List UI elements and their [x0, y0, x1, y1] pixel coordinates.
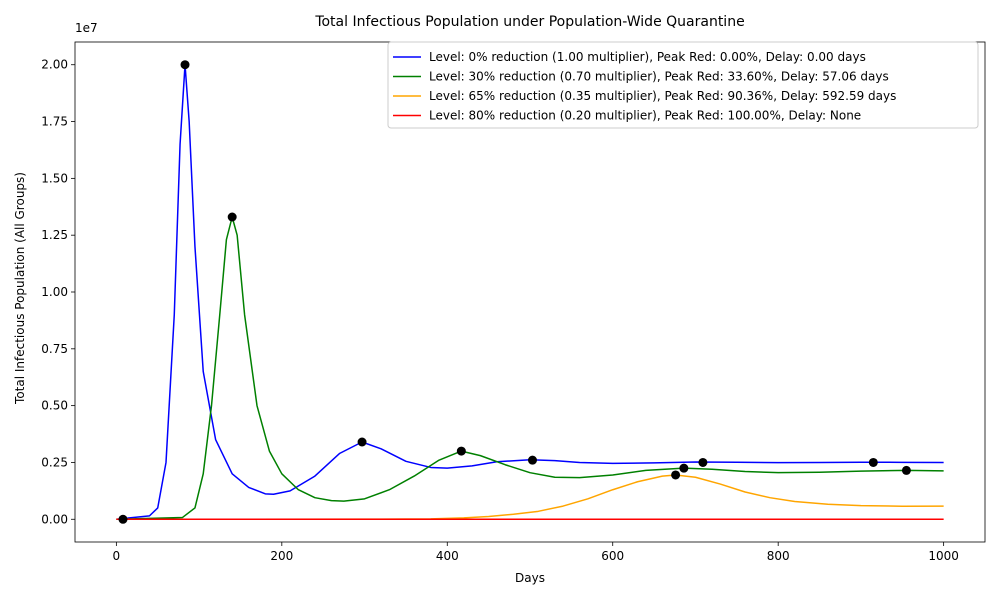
peak-marker: [868, 457, 878, 467]
peak-marker: [698, 457, 708, 467]
chart-title: Total Infectious Population under Popula…: [314, 14, 744, 30]
peak-marker: [901, 465, 911, 475]
x-tick-label: 800: [767, 549, 790, 563]
y-tick-label: 0.50: [41, 399, 68, 413]
y-tick-label: 0.00: [41, 512, 68, 526]
plot-area: 0 200 400 600 800 1000 0.00 0.25 0.50 0.75 1.00 1.2…: [41, 41, 986, 563]
peak-marker: [180, 60, 190, 70]
legend-label: Level: 30% reduction (0.70 multiplier), …: [429, 70, 889, 84]
x-tick-label: 1000: [928, 549, 959, 563]
legend: Level: 0% reduction (1.00 multiplier), P…: [387, 41, 979, 129]
series-line: [116, 216, 944, 521]
series-line: [116, 474, 944, 521]
y-tick-label: 1.50: [41, 171, 68, 185]
peak-marker: [527, 455, 537, 465]
peak-marker: [456, 446, 466, 456]
y-offset-text: 1e7: [75, 21, 98, 35]
x-tick-label: 200: [270, 549, 293, 563]
peak-marker: [227, 212, 237, 222]
y-tick-label: 1.25: [41, 228, 68, 242]
legend-label: Level: 80% reduction (0.20 multiplier), …: [429, 109, 861, 123]
y-tick-label: 1.75: [41, 115, 68, 129]
peak-marker: [357, 437, 367, 447]
y-tick-label: 1.00: [41, 285, 68, 299]
x-tick-label: 400: [436, 549, 459, 563]
peak-marker: [679, 463, 689, 473]
series-group: [116, 60, 944, 524]
x-tick-label: 0: [113, 549, 121, 563]
y-tick-label: 0.75: [41, 342, 68, 356]
legend-box: [387, 41, 979, 129]
x-axis-label: Days: [515, 571, 545, 585]
y-tick-label: 0.25: [41, 455, 68, 469]
peak-marker: [671, 470, 681, 480]
legend-label: Level: 0% reduction (1.00 multiplier), P…: [429, 50, 866, 64]
y-axis-label: Total Infectious Population (All Groups): [13, 172, 27, 405]
peak-marker: [118, 514, 128, 524]
legend-label: Level: 65% reduction (0.35 multiplier), …: [429, 89, 896, 103]
y-tick-label: 2.00: [41, 58, 68, 72]
x-tick-label: 600: [601, 549, 624, 563]
